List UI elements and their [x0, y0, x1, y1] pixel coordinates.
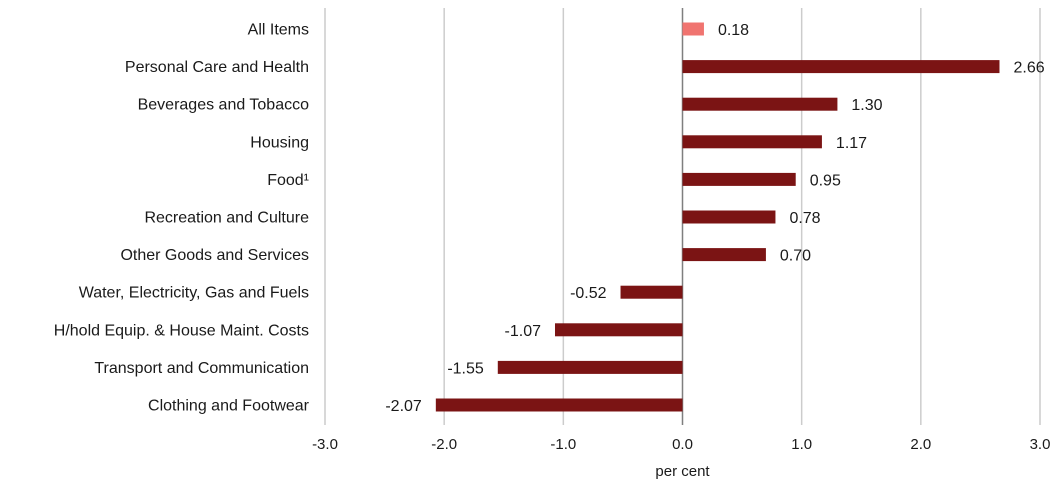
value-label: 1.30	[851, 97, 882, 114]
category-label: Housing	[250, 134, 309, 151]
value-label: 0.70	[780, 248, 811, 265]
value-label: -2.07	[385, 398, 422, 415]
category-label: Water, Electricity, Gas and Fuels	[79, 285, 309, 302]
bar	[682, 172, 796, 186]
category-label: All Items	[248, 22, 309, 39]
value-label: 0.18	[718, 22, 749, 39]
x-tick-label: -2.0	[431, 436, 457, 453]
x-tick-label: -1.0	[550, 436, 576, 453]
bar	[620, 285, 683, 299]
bar	[554, 323, 683, 337]
category-label: Recreation and Culture	[144, 210, 309, 227]
value-label: 0.95	[810, 172, 841, 189]
bar	[682, 248, 766, 262]
bar	[435, 398, 683, 412]
x-tick-label: 2.0	[910, 436, 931, 453]
bar	[682, 60, 1000, 74]
value-label: 2.66	[1013, 60, 1044, 77]
bars	[435, 22, 1000, 412]
category-label: Food¹	[267, 172, 309, 189]
x-tick-label: -3.0	[312, 436, 338, 453]
category-label: Clothing and Footwear	[148, 398, 310, 415]
category-label: H/hold Equip. & House Maint. Costs	[54, 322, 309, 339]
bar	[682, 135, 822, 149]
value-label: 1.17	[836, 135, 867, 152]
x-tick-label: 1.0	[791, 436, 812, 453]
category-label: Other Goods and Services	[120, 247, 309, 264]
bar	[682, 210, 776, 224]
x-axis-ticks: -3.0 -2.0 -1.0 0.0 1.0 2.0 3.0	[312, 436, 1050, 453]
value-label: -1.07	[505, 323, 542, 340]
bar	[682, 22, 704, 36]
x-tick-label: 3.0	[1030, 436, 1051, 453]
category-label: Transport and Communication	[94, 360, 309, 377]
value-label: 0.78	[789, 210, 820, 227]
value-label: -1.55	[447, 360, 484, 377]
grid-lines	[324, 8, 1041, 425]
value-labels: 0.18 2.66 1.30 1.17 0.95 0.78 0.70 -0.52 -1.07 -1…	[385, 22, 1044, 415]
value-label: -0.52	[570, 285, 607, 302]
x-tick-label: 0.0	[672, 436, 693, 453]
category-labels: All Items Personal Care and Health Beverag…	[54, 22, 310, 415]
category-label: Personal Care and Health	[125, 59, 309, 76]
category-label: Beverages and Tobacco	[138, 97, 309, 114]
x-axis-title: per cent	[655, 463, 710, 480]
bar	[682, 97, 838, 111]
bar	[497, 360, 683, 374]
